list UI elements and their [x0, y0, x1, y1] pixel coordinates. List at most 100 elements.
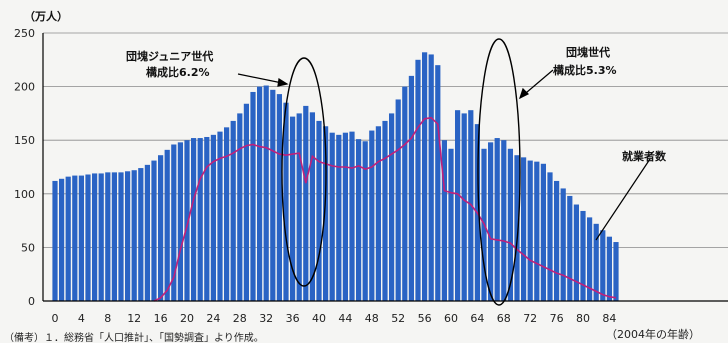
population-bar [164, 149, 170, 301]
junior-boomer-ellipse [281, 57, 327, 287]
population-bar [540, 163, 546, 301]
population-bar [151, 160, 157, 301]
population-bar [191, 138, 197, 301]
population-bar [177, 142, 183, 301]
junior-boomer-label: 団塊ジュニア世代 [126, 49, 213, 63]
x-tick-label: 72 [523, 312, 537, 325]
population-bar [389, 113, 395, 302]
population-bar [217, 131, 223, 301]
population-bar [362, 141, 368, 301]
population-bar [158, 155, 164, 301]
population-bar [105, 172, 111, 301]
population-bar [257, 86, 263, 301]
y-tick-label: 250 [14, 27, 35, 40]
y-axis-unit: （万人） [24, 9, 68, 23]
population-bar [521, 157, 527, 301]
population-bar [296, 113, 302, 302]
population-bar [606, 236, 612, 301]
population-bar [395, 99, 401, 302]
x-tick-label: 8 [104, 312, 111, 325]
population-bar [270, 89, 276, 301]
x-tick-label: 0 [52, 312, 59, 325]
population-bar [283, 102, 289, 302]
population-bar [428, 54, 434, 301]
population-bar [65, 176, 71, 301]
population-bar [184, 140, 190, 301]
source-note: （備考）１．総務省「人口推計」、「国勢調査」より作成。 [4, 331, 264, 343]
boomer-ellipse [477, 38, 521, 306]
population-bar [276, 94, 282, 301]
population-bar [507, 148, 513, 301]
employment-label: 就業者数 [622, 149, 667, 163]
plot-frame [42, 33, 728, 302]
population-bar [587, 217, 593, 301]
population-bar [342, 132, 348, 301]
x-tick-label: 52 [391, 312, 405, 325]
x-axis-unit: （2004年の年齢） [606, 327, 700, 341]
boomer-share: 構成比5.3% [553, 63, 617, 77]
population-bar [382, 120, 388, 302]
population-bar [435, 65, 441, 301]
population-bar [534, 161, 540, 301]
y-tick-label: 150 [14, 134, 35, 147]
population-bar [92, 173, 98, 301]
population-bar [415, 59, 421, 301]
population-bar [85, 174, 91, 301]
x-tick-label: 76 [550, 312, 564, 325]
population-bar [316, 120, 322, 302]
population-bar [72, 175, 78, 301]
population-bar [573, 204, 579, 301]
population-bar [494, 138, 500, 301]
population-bar [197, 138, 203, 301]
x-tick-label: 32 [259, 312, 273, 325]
population-bar [369, 130, 375, 301]
population-bar [349, 131, 355, 301]
population-bar [303, 105, 309, 302]
population-bar [554, 180, 560, 301]
population-bar [560, 188, 566, 301]
x-tick-label: 64 [470, 312, 484, 325]
population-bar [336, 134, 342, 301]
population-bar [547, 172, 553, 301]
population-bar [250, 91, 256, 302]
population-bar [408, 75, 414, 301]
population-bar [356, 139, 362, 301]
y-tick-label: 0 [28, 295, 35, 308]
population-bar [329, 132, 335, 301]
population-bar [144, 164, 150, 301]
boomer-arrowhead [518, 87, 530, 100]
population-bar [600, 230, 606, 301]
x-tick-label: 36 [286, 312, 300, 325]
annotation-arrows [237, 69, 651, 241]
population-bar [230, 120, 236, 302]
x-tick-label: 24 [206, 312, 220, 325]
x-tick-label: 20 [180, 312, 194, 325]
x-tick-label: 40 [312, 312, 326, 325]
population-bar [422, 52, 428, 301]
junior-boomer-share: 構成比6.2% [146, 65, 210, 79]
x-tick-label: 12 [127, 312, 141, 325]
population-bar [567, 195, 573, 301]
population-bar [243, 103, 249, 301]
population-bar [309, 112, 315, 301]
bar-series [52, 52, 619, 302]
population-bar [290, 116, 296, 301]
boomer-label: 団塊世代 [566, 45, 610, 59]
population-bar [210, 134, 216, 301]
population-bar [488, 142, 494, 301]
employment-arrow [595, 158, 651, 241]
population-bar [441, 140, 447, 301]
population-bar [138, 168, 144, 301]
x-tick-label: 56 [418, 312, 432, 325]
population-bar [111, 172, 117, 301]
x-tick-label: 28 [233, 312, 247, 325]
junior-arrowhead [277, 78, 289, 87]
population-bar [455, 110, 461, 302]
x-tick-label: 60 [444, 312, 458, 325]
population-bar [118, 172, 124, 301]
population-bar [402, 86, 408, 301]
y-tick-label: 50 [21, 241, 35, 254]
x-tick-label: 84 [602, 312, 616, 325]
population-bar [204, 136, 210, 301]
